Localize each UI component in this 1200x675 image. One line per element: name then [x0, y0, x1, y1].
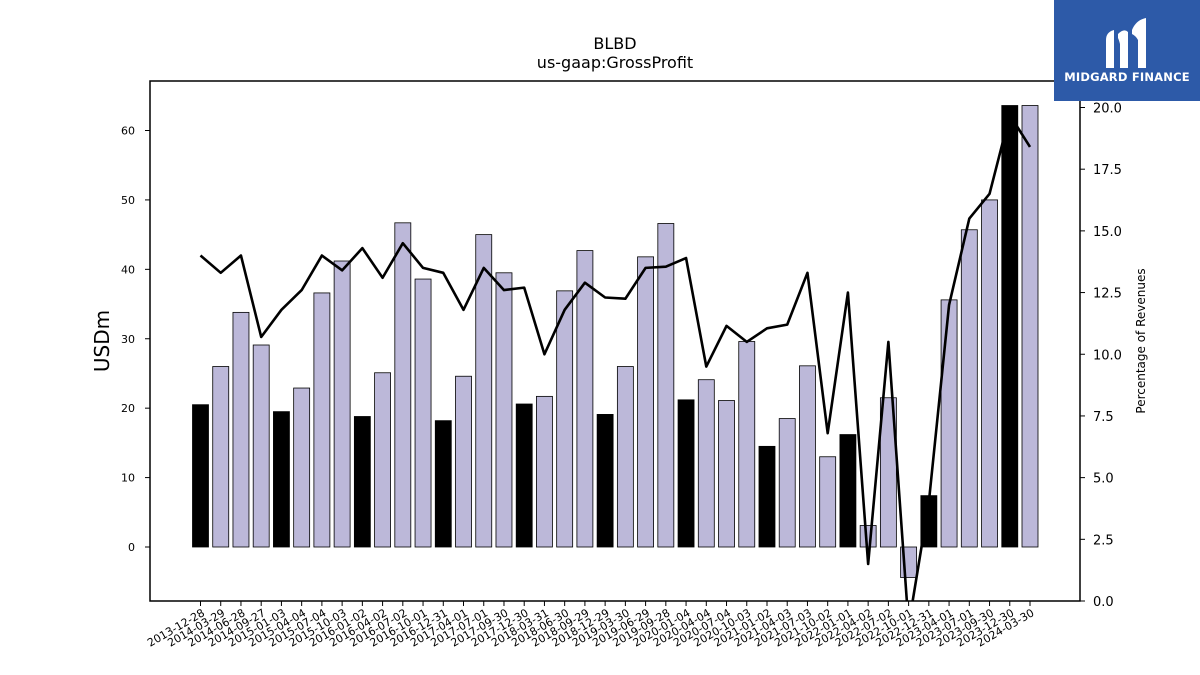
- bar-2020-10-03: [738, 341, 756, 548]
- y2-tick-label: 0.0: [1093, 595, 1114, 610]
- bar-2023-09-30: [981, 199, 998, 548]
- bar-2023-04-01: [940, 299, 958, 548]
- bar-2015-10-03: [333, 260, 351, 548]
- bar-2021-07-03: [799, 365, 816, 548]
- left-axis: 0 10 20 30 40 50 60: [121, 125, 150, 554]
- bar-2021-04-03: [778, 418, 796, 548]
- chart-title: BLBD: [593, 34, 636, 53]
- y-tick-label: 60: [121, 125, 135, 138]
- y-tick-label: 30: [121, 333, 135, 346]
- bar-2020-04-04: [697, 379, 715, 548]
- bar-2014-09-27: [252, 344, 270, 548]
- y-tick-label: 10: [121, 472, 135, 485]
- y2-tick-label: 17.5: [1093, 163, 1122, 178]
- bar-2016-10-01: [414, 278, 432, 548]
- bar-2023-12-30: [1001, 105, 1019, 548]
- percentage-line-series: [199, 113, 1032, 601]
- midgard-finance-logo: MIDGARD FINANCE: [1054, 0, 1200, 101]
- y-tick-label: 40: [121, 263, 135, 276]
- midgard-logo-icon: [1106, 18, 1146, 68]
- y2-tick-label: 15.0: [1093, 225, 1122, 240]
- x-axis: 2013-12-282014-03-292014-06-282014-09-27…: [145, 601, 1037, 650]
- percentage-line: [199, 113, 1032, 601]
- y-tick-label: 0: [128, 541, 135, 554]
- bar-2020-07-04: [718, 400, 735, 548]
- bar-2016-07-02: [394, 222, 412, 548]
- bar-series: [192, 105, 1039, 578]
- bar-2023-07-01: [960, 229, 978, 548]
- logo-text: MIDGARD FINANCE: [1064, 70, 1190, 84]
- y2-tick-label: 7.5: [1093, 410, 1114, 425]
- bar-2015-07-04: [313, 292, 331, 548]
- bar-2019-03-30: [616, 366, 634, 548]
- bar-2019-09-28: [657, 223, 675, 548]
- y2-tick-label: 12.5: [1093, 287, 1122, 302]
- bar-2018-06-30: [556, 290, 574, 548]
- bar-2016-01-02: [353, 416, 371, 548]
- bar-2016-12-31: [434, 420, 452, 548]
- bar-2014-03-29: [212, 366, 230, 548]
- y2-axis-label: Percentage of Revenues: [1134, 268, 1148, 413]
- bar-2018-03-31: [536, 395, 553, 548]
- bar-2019-06-29: [637, 256, 654, 548]
- bar-2018-12-29: [596, 414, 614, 548]
- y2-tick-label: 2.5: [1093, 533, 1114, 548]
- bar-2021-10-02: [819, 456, 837, 548]
- bar-2022-04-02: [859, 525, 877, 548]
- y-axis-label: USDm: [90, 310, 114, 372]
- right-axis: 0.0 2.5 5.0 7.5 10.0 12.5 15.0 17.5 20.0: [1080, 102, 1122, 610]
- plot-frame: [149, 80, 1081, 602]
- bar-2013-12-28: [192, 404, 209, 548]
- y2-tick-label: 20.0: [1093, 102, 1122, 117]
- bar-2015-01-03: [273, 411, 290, 548]
- bar-2017-09-30: [495, 272, 513, 548]
- bar-2018-09-29: [576, 250, 594, 548]
- bar-2014-06-28: [232, 311, 250, 548]
- bar-2017-12-30: [515, 403, 533, 548]
- bar-2017-07-01: [475, 234, 493, 548]
- bar-2016-04-02: [374, 372, 391, 548]
- bar-2024-03-30: [1021, 105, 1039, 548]
- y-tick-label: 50: [121, 194, 135, 207]
- y2-tick-label: 10.0: [1093, 348, 1122, 363]
- chart-subtitle: us-gaap:GrossProfit: [537, 53, 693, 72]
- bar-2021-01-02: [758, 445, 776, 548]
- bar-2022-01-01: [839, 434, 857, 548]
- bar-2020-01-04: [677, 399, 695, 548]
- y-tick-label: 20: [121, 402, 135, 415]
- bar-2015-04-04: [293, 387, 311, 548]
- bar-2017-04-01: [455, 375, 472, 548]
- y2-tick-label: 5.0: [1093, 472, 1114, 487]
